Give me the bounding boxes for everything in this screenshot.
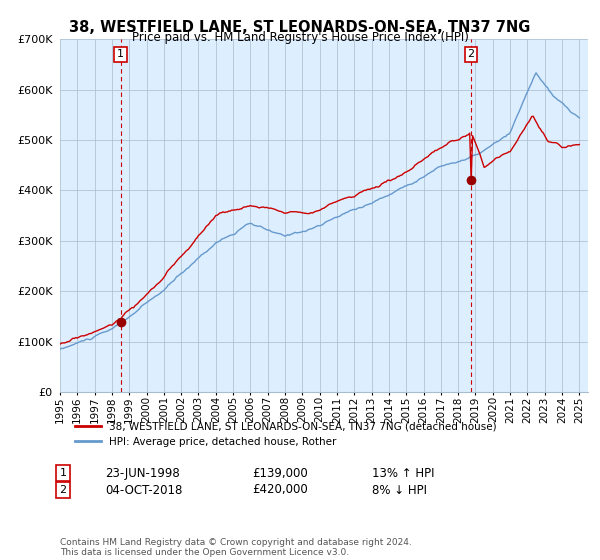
Legend: 38, WESTFIELD LANE, ST LEONARDS-ON-SEA, TN37 7NG (detached house), HPI: Average : 38, WESTFIELD LANE, ST LEONARDS-ON-SEA, … — [70, 417, 501, 451]
Text: 38, WESTFIELD LANE, ST LEONARDS-ON-SEA, TN37 7NG: 38, WESTFIELD LANE, ST LEONARDS-ON-SEA, … — [70, 20, 530, 35]
Text: £139,000: £139,000 — [252, 466, 308, 480]
Text: 04-OCT-2018: 04-OCT-2018 — [105, 483, 182, 497]
Text: 2: 2 — [59, 485, 67, 495]
Text: Contains HM Land Registry data © Crown copyright and database right 2024.
This d: Contains HM Land Registry data © Crown c… — [60, 538, 412, 557]
Text: £420,000: £420,000 — [252, 483, 308, 497]
Text: 23-JUN-1998: 23-JUN-1998 — [105, 466, 180, 480]
Text: 2: 2 — [467, 49, 475, 59]
Text: Price paid vs. HM Land Registry's House Price Index (HPI): Price paid vs. HM Land Registry's House … — [131, 31, 469, 44]
Text: 1: 1 — [117, 49, 124, 59]
Text: 1: 1 — [59, 468, 67, 478]
Text: 13% ↑ HPI: 13% ↑ HPI — [372, 466, 434, 480]
Text: 8% ↓ HPI: 8% ↓ HPI — [372, 483, 427, 497]
